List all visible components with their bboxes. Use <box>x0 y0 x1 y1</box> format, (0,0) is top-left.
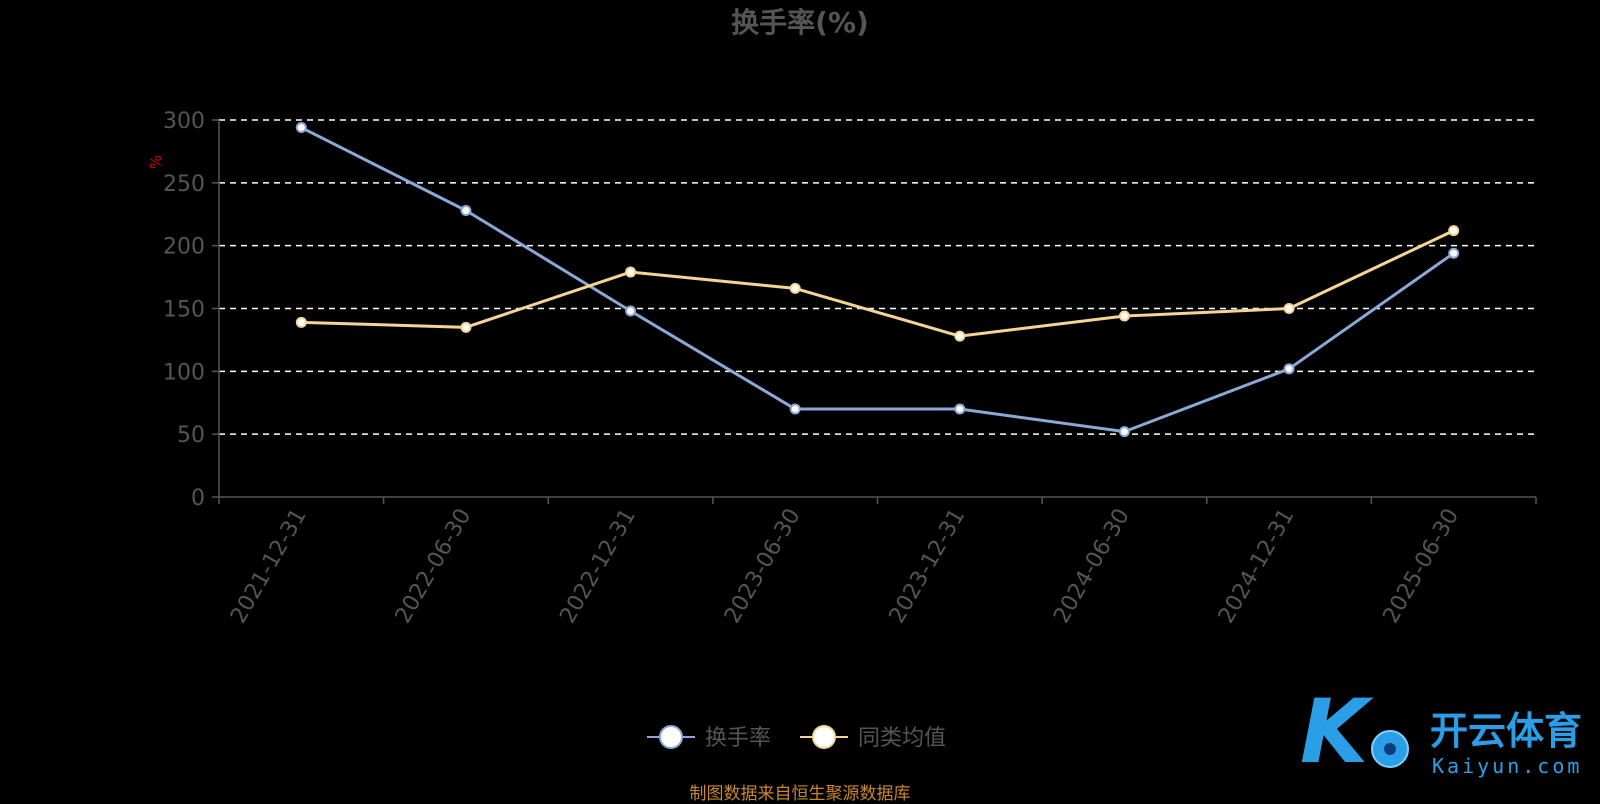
watermark-brand-cn: 开云体育 <box>1430 709 1582 753</box>
y-tick-label: 300 <box>163 109 205 134</box>
series-line <box>301 229 1455 338</box>
x-tick-label: 2025-06-30 <box>1378 505 1464 628</box>
x-tick-label: 2021-12-31 <box>226 505 312 628</box>
data-point[interactable] <box>1448 225 1460 237</box>
series-0 <box>295 122 1460 438</box>
grid-lines <box>219 119 1536 435</box>
y-tick-label: 50 <box>177 423 205 448</box>
data-point[interactable] <box>954 403 966 415</box>
source-note: 制图数据来自恒生聚源数据库 <box>689 784 911 804</box>
y-tick-labels: 0 50 100 150 200 250 300 <box>163 109 205 511</box>
x-tick-label: 2024-06-30 <box>1049 505 1135 628</box>
data-point[interactable] <box>789 282 801 294</box>
x-tick-labels: 2021-12-31 2022-06-30 2022-12-31 2023-06-30… <box>226 505 1464 628</box>
data-point[interactable] <box>460 204 472 216</box>
legend-marker-turnover <box>659 725 683 749</box>
y-axis-label: % <box>147 155 165 169</box>
legend-label-peer-average: 同类均值 <box>858 726 946 751</box>
watermark-logo: K 开云体育 Kaiyun.com <box>1300 680 1582 783</box>
axes <box>212 119 1537 504</box>
data-point[interactable] <box>460 321 472 333</box>
x-tick-label: 2023-06-30 <box>720 505 806 628</box>
x-tick-label: 2022-12-31 <box>555 505 641 628</box>
data-point[interactable] <box>295 316 307 328</box>
data-point[interactable] <box>954 330 966 342</box>
x-tick-label: 2023-12-31 <box>885 505 971 628</box>
data-point[interactable] <box>295 122 307 134</box>
y-tick-label: 250 <box>163 172 205 197</box>
legend: 换手率 同类均值 <box>647 725 946 751</box>
y-tick-label: 150 <box>163 298 205 323</box>
series-1 <box>295 225 1460 342</box>
legend-marker-peer-average <box>812 725 836 749</box>
data-point[interactable] <box>1118 426 1130 438</box>
legend-label-turnover: 换手率 <box>705 726 771 751</box>
data-point[interactable] <box>789 403 801 415</box>
series-line <box>300 126 1455 434</box>
legend-item-turnover[interactable]: 换手率 <box>647 725 771 751</box>
chart-title: 换手率(%) <box>731 6 869 39</box>
data-point[interactable] <box>1118 310 1130 322</box>
data-point[interactable] <box>1448 247 1460 259</box>
watermark-brand-en: Kaiyun.com <box>1432 754 1582 778</box>
data-point[interactable] <box>625 305 637 317</box>
series-lines <box>295 122 1460 438</box>
x-tick-label: 2024-12-31 <box>1214 505 1300 628</box>
data-point[interactable] <box>1283 363 1295 375</box>
data-point[interactable] <box>625 266 637 278</box>
x-tick-label: 2022-06-30 <box>391 505 477 628</box>
y-tick-label: 0 <box>191 486 205 511</box>
y-tick-label: 200 <box>163 235 205 260</box>
watermark-k-glyph: K <box>1300 680 1374 783</box>
legend-item-peer-average[interactable]: 同类均值 <box>800 725 946 751</box>
y-tick-label: 100 <box>163 360 205 385</box>
data-point[interactable] <box>1283 303 1295 314</box>
